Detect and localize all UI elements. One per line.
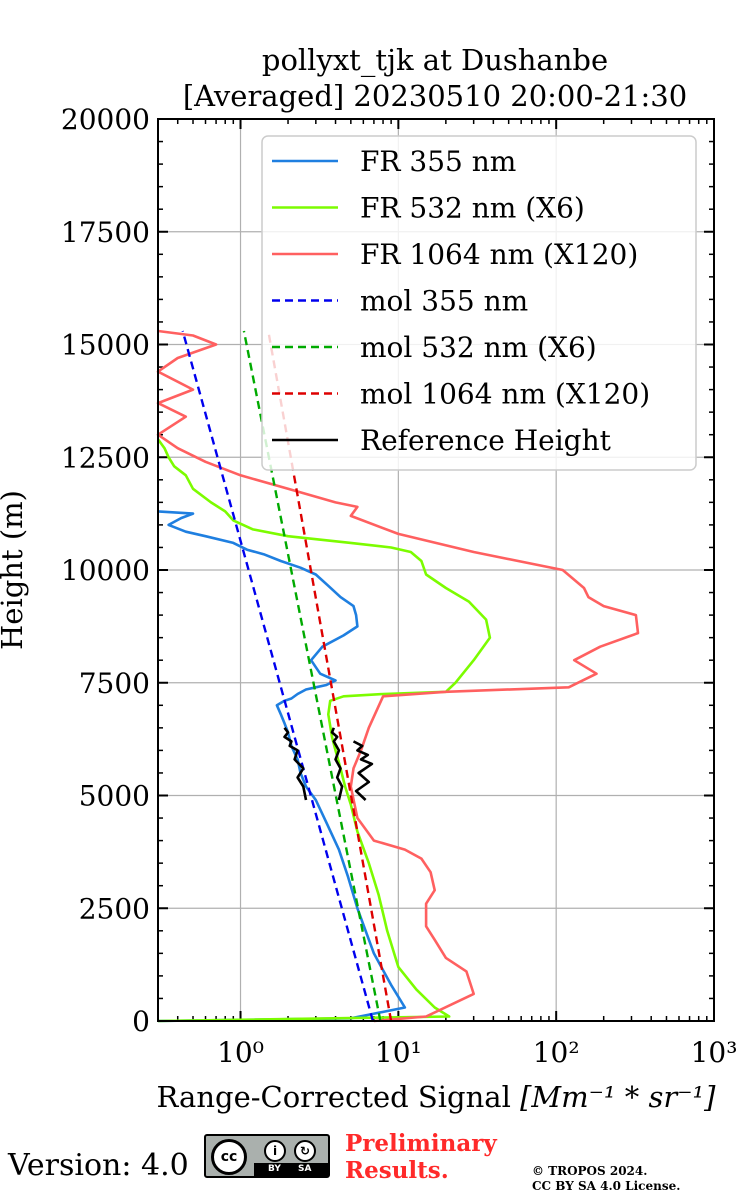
legend-box <box>261 135 697 471</box>
cc-icon: cc <box>211 1139 247 1175</box>
series-fr-1064-nm-x120 <box>156 329 640 1023</box>
legend-label: FR 1064 nm (X120) <box>360 238 638 271</box>
y-tick-label: 17500 <box>61 216 150 249</box>
x-axis-label: Range-Corrected Signal [Mm⁻¹ * sr⁻¹] <box>157 1080 717 1114</box>
chart-title-line2: [Averaged] 20230510 20:00-21:30 <box>183 79 687 113</box>
y-tick-label: 0 <box>132 1005 150 1038</box>
y-tick-label: 10000 <box>61 554 150 587</box>
preliminary-line2: Results. <box>345 1157 449 1184</box>
x-tick-labels: 10⁰ 10¹ 10² 10³ <box>217 1036 737 1069</box>
x-axis-label-text: Range-Corrected Signal <box>157 1080 511 1114</box>
lidar-profile-chart: pollyxt_tjk at Dushanbe [Averaged] 20230… <box>0 43 737 1114</box>
by-person-icon: i <box>264 1140 286 1162</box>
legend-label: FR 355 nm <box>360 145 516 178</box>
y-tick-label: 7500 <box>79 667 150 700</box>
legend-label: mol 1064 nm (X120) <box>360 378 650 411</box>
series-reference-height-segment <box>283 727 308 801</box>
series-reference-height-segment <box>352 740 374 801</box>
legend-label: mol 355 nm <box>360 285 528 318</box>
series-reference-height-segment <box>330 727 344 801</box>
y-axis-label: Height (m) <box>0 490 29 650</box>
legend-label: Reference Height <box>360 424 612 457</box>
x-tick-label: 10¹ <box>375 1036 422 1069</box>
y-tick-label: 15000 <box>61 329 150 362</box>
legend: FR 355 nm FR 532 nm (X6) FR 1064 nm (X120)… <box>261 135 697 471</box>
y-tick-label: 20000 <box>61 103 150 136</box>
x-tick-label: 10² <box>533 1036 580 1069</box>
copyright-line2: CC BY SA 4.0 License. <box>532 1179 681 1193</box>
badge-sa-text: SA <box>298 1164 312 1174</box>
preliminary-results-notice: Preliminary Results. <box>345 1130 497 1184</box>
plot-frame <box>157 118 715 1022</box>
x-axis-label-units: [Mm⁻¹ * sr⁻¹] <box>520 1080 716 1114</box>
x-tick-label: 10⁰ <box>217 1036 264 1069</box>
legend-label: FR 532 nm (X6) <box>360 192 585 225</box>
y-tick-labels: 0 2500 5000 7500 10000 12500 15000 17500 20000 <box>61 103 150 1038</box>
y-tick-label: 12500 <box>61 441 150 474</box>
preliminary-line1: Preliminary <box>345 1130 497 1157</box>
sa-share-icon: ↻ <box>294 1140 316 1162</box>
copyright-notice: © TROPOS 2024. CC BY SA 4.0 License. <box>532 1164 680 1194</box>
copyright-line1: © TROPOS 2024. <box>532 1164 648 1178</box>
version-label: Version: 4.0 <box>8 1148 189 1183</box>
x-tick-label: 10³ <box>691 1036 738 1069</box>
series-fr-532-nm-x6 <box>156 438 492 1023</box>
y-tick-label: 2500 <box>79 892 150 925</box>
badge-by-text: BY <box>268 1164 281 1174</box>
badge-strip: BY SA <box>254 1163 328 1176</box>
series-mol-355-nm <box>181 330 375 1022</box>
series-fr-355-nm <box>157 510 407 1023</box>
y-tick-label: 5000 <box>79 780 150 813</box>
legend-label: mol 532 nm (X6) <box>360 331 597 364</box>
series-lines <box>156 329 640 1023</box>
chart-title-line1: pollyxt_tjk at Dushanbe <box>262 43 608 78</box>
cc-license-badge[interactable]: cc i ↻ BY SA <box>204 1134 330 1178</box>
